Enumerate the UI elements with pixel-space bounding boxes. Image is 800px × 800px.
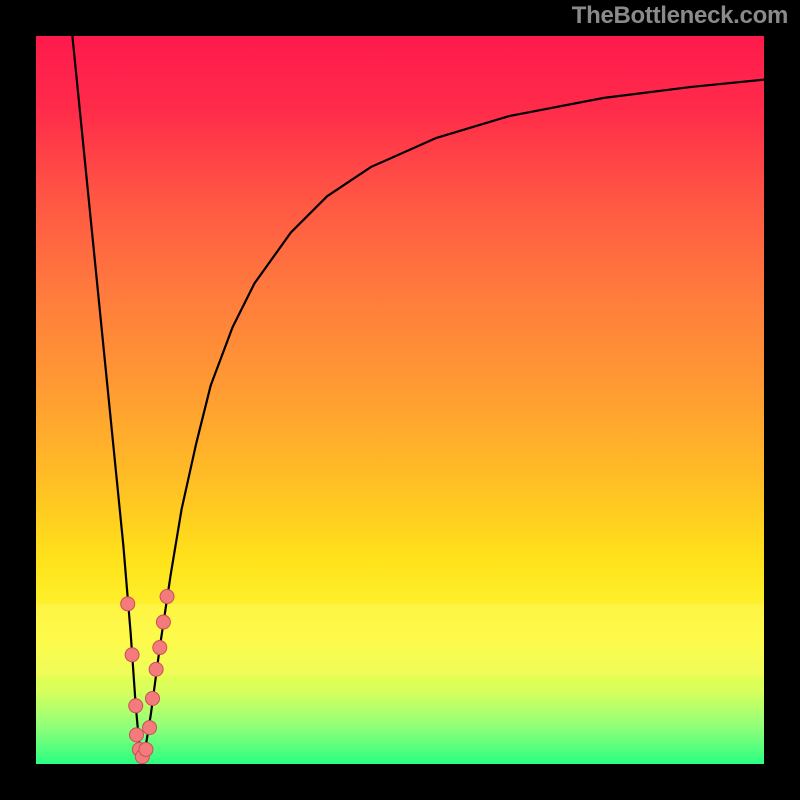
marker-point xyxy=(153,641,167,655)
marker-point xyxy=(125,648,139,662)
marker-point xyxy=(129,699,143,713)
overlay-band xyxy=(36,604,764,677)
marker-point xyxy=(145,691,159,705)
marker-point xyxy=(156,615,170,629)
marker-point xyxy=(143,721,157,735)
chart-svg xyxy=(0,0,800,800)
marker-point xyxy=(129,728,143,742)
marker-point xyxy=(149,662,163,676)
marker-point xyxy=(139,742,153,756)
marker-point xyxy=(121,597,135,611)
bottleneck-chart: TheBottleneck.com xyxy=(0,0,800,800)
marker-point xyxy=(160,590,174,604)
